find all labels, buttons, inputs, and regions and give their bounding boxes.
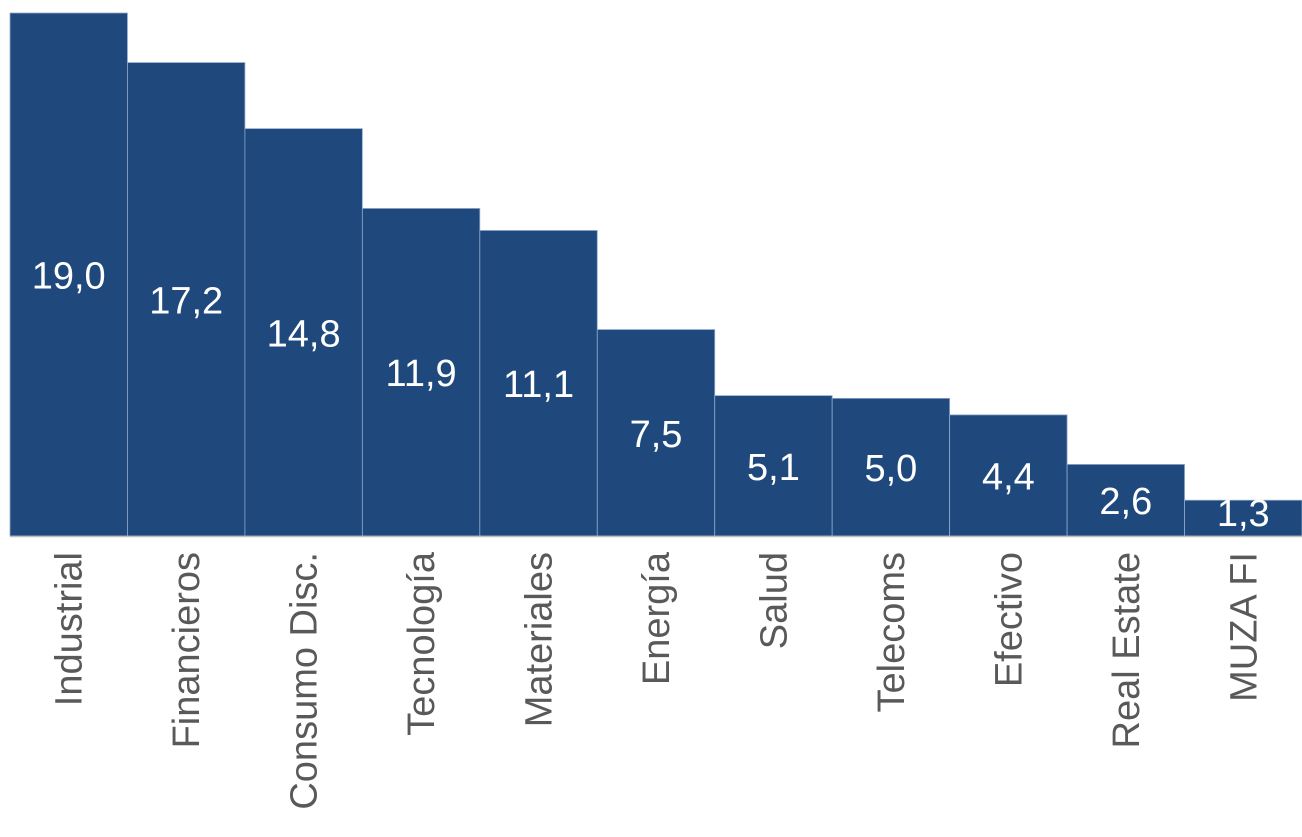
value-label-8: 4,4 (982, 456, 1035, 498)
bar-9 (1066, 464, 1185, 537)
bar-1 (127, 62, 246, 537)
bar-6 (714, 395, 833, 537)
value-label-6: 5,1 (747, 447, 800, 489)
value-label-0: 19,0 (32, 256, 106, 298)
category-label-4: Materiales (519, 552, 561, 727)
category-label-0: Industrial (49, 552, 91, 706)
bar-2 (244, 128, 363, 537)
category-label-7: Telecoms (871, 552, 913, 713)
bar-3 (361, 208, 481, 537)
bar-5 (596, 329, 716, 537)
category-label-9: Real Estate (1106, 552, 1148, 748)
value-label-9: 2,6 (1099, 481, 1152, 523)
value-label-10: 1,3 (1217, 493, 1270, 535)
bar-7 (831, 397, 951, 537)
value-label-5: 7,5 (630, 414, 683, 456)
category-label-10: MUZA FI (1223, 552, 1265, 702)
category-labels-layer: Industrial Financieros Consumo Disc. Tecnol… (49, 551, 1266, 810)
bar-0 (9, 12, 128, 537)
value-label-7: 5,0 (864, 448, 917, 490)
value-label-4: 11,1 (503, 364, 574, 406)
category-label-2: Consumo Disc. (284, 552, 326, 810)
value-label-2: 14,8 (267, 313, 341, 355)
value-label-3: 11,9 (386, 353, 457, 395)
category-label-1: Financieros (166, 552, 208, 748)
bar-4 (479, 230, 598, 537)
category-label-3: Tecnología (401, 551, 443, 736)
value-label-1: 17,2 (149, 280, 223, 322)
category-label-6: Salud (753, 552, 795, 649)
category-label-5: Energía (636, 551, 678, 685)
bars-layer (9, 12, 1302, 537)
category-label-8: Efectivo (988, 552, 1030, 687)
bar-10 (1184, 499, 1302, 537)
value-labels-layer: 19,0 17,2 14,8 11,9 11,1 7,5 5,1 5,0 4,4 2,6 1,3 (32, 256, 1270, 536)
